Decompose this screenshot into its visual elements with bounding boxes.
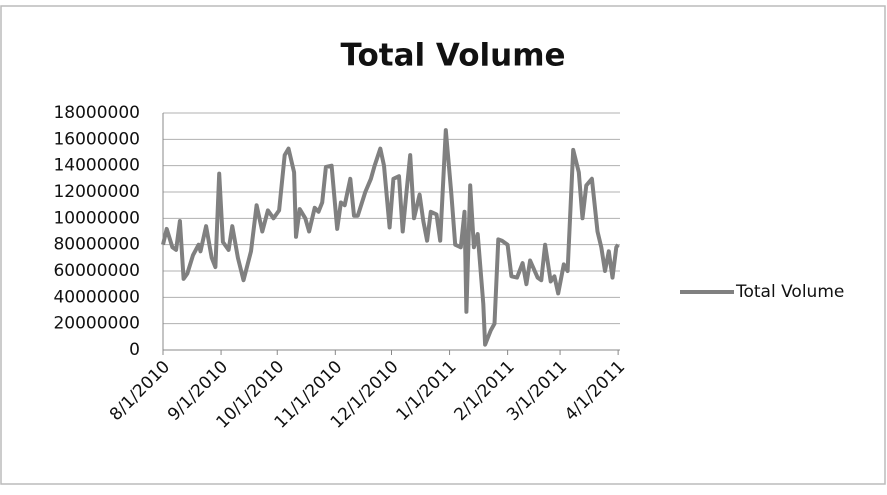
- y-tick-label: 60000000: [53, 261, 140, 281]
- y-tick-label: 40000000: [53, 287, 140, 307]
- y-tick-label: 18000000: [53, 103, 140, 123]
- y-tick-label: 20000000: [53, 314, 140, 334]
- y-tick-label: 0: [129, 340, 140, 360]
- y-tick-label: 16000000: [53, 129, 140, 149]
- chart-title: Total Volume: [340, 38, 565, 74]
- legend-label: Total Volume: [735, 282, 844, 302]
- y-tick-label: 14000000: [53, 156, 140, 176]
- y-tick-label: 80000000: [53, 235, 140, 255]
- y-tick-label: 10000000: [53, 208, 140, 228]
- y-tick-label: 12000000: [53, 182, 140, 202]
- data-line: [161, 128, 620, 347]
